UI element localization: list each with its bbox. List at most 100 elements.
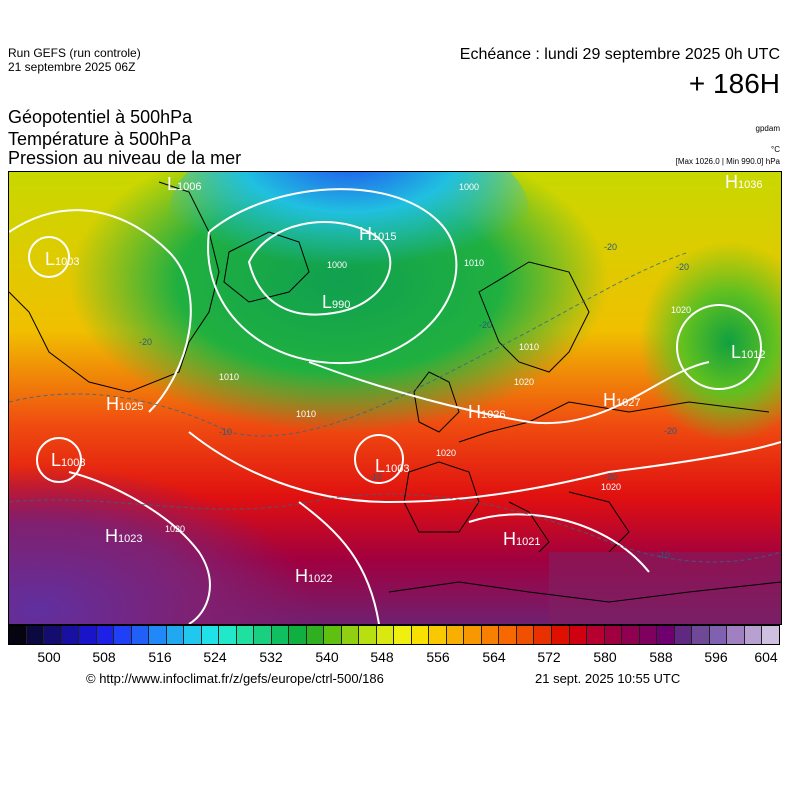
isobar-value-label: 1020 [601, 482, 622, 492]
colorbar-swatch [429, 626, 447, 644]
colorbar-tick-label: 604 [754, 649, 778, 665]
pressure-center-letter: H [105, 526, 118, 546]
iberia-coast [403, 461, 480, 533]
pressure-center-letter: L [322, 292, 333, 312]
pressure-center-letter: H [468, 402, 481, 422]
colorbar-tick-label: 564 [482, 649, 506, 665]
colorbar-swatch [149, 626, 167, 644]
isobar-value-label: 1020 [671, 305, 692, 315]
title-temperature: Température à 500hPa [8, 129, 192, 149]
central-europe-coast [458, 401, 770, 443]
pressure-center-letter: L [167, 174, 178, 194]
colorbar-swatch [376, 626, 395, 644]
colorbar-swatch [254, 626, 272, 644]
colorbar-swatch [674, 626, 693, 644]
isobar-1010 [308, 361, 710, 425]
temp-contour-10 [9, 493, 781, 563]
colorbar-swatch [762, 626, 779, 644]
colorbar-swatch [481, 626, 500, 644]
balkans-coast [568, 491, 630, 553]
colorbar-swatch [79, 626, 97, 644]
pressure-center-value: 1022 [308, 573, 333, 585]
temperature-value-label: -10 [657, 550, 671, 560]
isobar-central-low [354, 434, 404, 484]
isobar-west [9, 209, 192, 413]
pressure-center-letter: L [375, 456, 386, 476]
isobar-value-label: 1000 [459, 182, 480, 192]
colorbar-tick-label: 548 [370, 649, 394, 665]
colorbar-swatch [744, 626, 763, 644]
colorbar-tick-label: 556 [426, 649, 450, 665]
weather-map: L1006 L1003 H1015 L990 H1036 L1012 H1025 L1008 H… [8, 171, 782, 625]
title-pressure: Pression au niveau de la mer [8, 148, 242, 168]
isobar-value-label: 1010 [464, 258, 485, 268]
run-date: 21 septembre 2025 06Z [8, 60, 136, 74]
colorbar-swatch [114, 626, 132, 644]
pressure-center-value: 1003 [55, 256, 80, 268]
colorbar-tick-label: 532 [259, 649, 283, 665]
pressure-center-letter: H [106, 394, 119, 414]
colorbar-tick-label: 572 [537, 649, 561, 665]
colorbar-swatch [622, 626, 640, 644]
pressure-center-value: 1015 [372, 231, 397, 243]
colorbar-swatch [499, 626, 517, 644]
temperature-value-label: -20 [604, 242, 618, 252]
italy-coast [508, 501, 550, 553]
pressure-center-value: 1008 [61, 457, 86, 469]
greenland-canada-coast [9, 181, 220, 393]
colorbar-swatch [587, 626, 605, 644]
pressure-center-letter: L [51, 450, 62, 470]
british-isles-coast [413, 371, 460, 433]
map-svg [9, 172, 781, 624]
temperature-value-label: -20 [604, 472, 618, 482]
colorbar-swatch [639, 626, 658, 644]
isobar-east-low [676, 304, 762, 390]
low-pressure-center: L1003 [375, 456, 410, 477]
colorbar-swatch [61, 626, 80, 644]
colorbar-tick-label: 596 [704, 649, 728, 665]
isobar-value-label: 1020 [514, 377, 535, 387]
temp-contour-20 [9, 251, 690, 437]
pressure-center-letter: H [359, 224, 372, 244]
colorbar-swatch [219, 626, 237, 644]
high-pressure-center: H1027 [603, 390, 640, 411]
isobar-value-label: 1000 [327, 260, 348, 270]
pressure-center-letter: H [603, 390, 616, 410]
pressure-center-letter: L [731, 342, 742, 362]
pressure-center-letter: H [503, 529, 516, 549]
colorbar-swatch [26, 626, 45, 644]
colorbar-swatch [289, 626, 307, 644]
colorbar-swatch [657, 626, 675, 644]
pressure-center-value: 990 [332, 299, 351, 311]
title-geopotential: Géopotentiel à 500hPa [8, 107, 193, 127]
high-pressure-center: H1025 [106, 394, 143, 415]
unit-celsius: °C [771, 145, 780, 154]
pressure-center-value: 1021 [516, 536, 541, 548]
isobar-value-label: 1020 [165, 524, 186, 534]
colorbar-swatch [271, 626, 290, 644]
isobar-value-label: 1010 [219, 372, 240, 382]
isobar-sw [68, 471, 211, 624]
iceland-region-coast [223, 231, 310, 303]
isobar-value-label: 1010 [519, 342, 540, 352]
isobar-low-990 [247, 221, 392, 316]
pressure-range: [Max 1026.0 | Min 990.0] hPa [675, 157, 780, 166]
colorbar-swatch [96, 626, 115, 644]
colorbar-swatch [201, 626, 220, 644]
low-pressure-center: L990 [322, 292, 350, 313]
low-pressure-center: L1012 [731, 342, 766, 363]
scandinavia-coast [478, 261, 590, 373]
colorbar-swatch [464, 626, 482, 644]
run-label: Run GEFS (run controle) [8, 46, 141, 60]
colorbar-swatch [551, 626, 570, 644]
high-pressure-center: H1026 [468, 402, 505, 423]
colorbar-tick-label: 580 [593, 649, 617, 665]
cold-core-east [639, 242, 781, 442]
warm-core-southwest [9, 442, 359, 624]
isobar-1000 [207, 188, 458, 365]
temperature-value-label: -20 [664, 426, 678, 436]
isobar-mediterranean [468, 513, 650, 573]
colorbar-swatch [166, 626, 185, 644]
colorbar-tick-label: 588 [649, 649, 673, 665]
temperature-value-label: -10 [369, 472, 383, 482]
